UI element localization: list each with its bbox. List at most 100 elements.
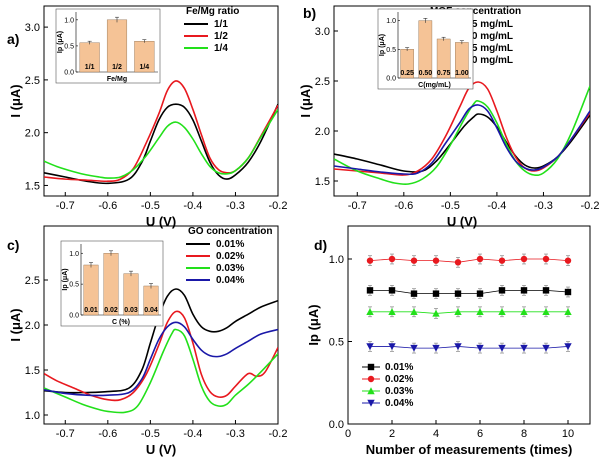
- legend-label: 0.01%: [216, 239, 244, 250]
- y-tick-label: 2.0: [315, 126, 330, 138]
- panel-d: 0 2 4 6 8 10 0.0 0.5 1.0 Number of measurements (…: [306, 225, 591, 457]
- inset-bar-label: 1.00: [455, 70, 469, 77]
- marker-square: [367, 363, 375, 371]
- legend-label: 0.50 mg/mL: [458, 31, 513, 42]
- legend-label: 0.75 mg/mL: [458, 43, 513, 54]
- marker-circle: [454, 259, 462, 266]
- y-tick-label: 1.5: [25, 365, 40, 377]
- marker-triangle-up: [388, 308, 396, 315]
- panel-label: b): [303, 5, 316, 21]
- inset-y-title: Ip (μA): [57, 31, 64, 53]
- x-tick-label: 0: [345, 428, 351, 440]
- y-tick-label: 1.0: [25, 410, 40, 422]
- marker-square: [564, 288, 572, 296]
- inset-y-tick-label: 0.5: [64, 43, 74, 50]
- y-tick-label: 1.5: [315, 176, 330, 188]
- marker-square: [520, 287, 528, 294]
- legend-label: 0.04%: [385, 398, 413, 409]
- inset-y-title: Ip (μA): [62, 268, 69, 290]
- y-tick-label: 3.0: [315, 26, 330, 38]
- marker-circle: [432, 257, 440, 264]
- panel-label: d): [314, 237, 327, 253]
- inset-bar-label: 0.03: [124, 307, 138, 314]
- marker-triangle-up: [542, 308, 550, 315]
- x-tick-label: 10: [562, 428, 574, 440]
- y-axis-title: I (μA): [8, 84, 23, 117]
- series-line-0-25-mg-mL: [334, 113, 590, 173]
- y-axis-title: Ip (μA): [306, 304, 321, 345]
- inset-bar-label: 1/1: [85, 64, 95, 71]
- x-axis-title: Number of measurements (times): [366, 442, 573, 457]
- y-tick-label: 2.5: [25, 275, 40, 287]
- x-tick-label: 4: [433, 428, 439, 440]
- legend-label: 0.25 mg/mL: [458, 19, 513, 30]
- legend-label: 1.00 mg/mL: [458, 55, 513, 66]
- x-tick-label: 8: [521, 428, 527, 440]
- x-axis-title: U (V): [447, 214, 477, 229]
- legend-title: MOF concentration: [430, 6, 521, 17]
- marker-circle: [564, 257, 572, 264]
- inset-x-title: C(mg/mL): [418, 82, 451, 89]
- marker-triangle-down: [520, 344, 528, 352]
- marker-circle: [367, 375, 375, 383]
- marker-triangle-down: [476, 344, 484, 352]
- y-tick-label: 1.5: [25, 180, 40, 192]
- marker-circle: [498, 257, 506, 264]
- marker-circle: [520, 255, 528, 263]
- series-line-0-50-mg-mL: [334, 81, 590, 176]
- inset-bar-label: 0.75: [437, 70, 451, 77]
- plot-frame: [333, 5, 591, 197]
- x-axis-title: U (V): [146, 442, 176, 457]
- x-tick-label: -0.6: [394, 200, 413, 212]
- x-tick-label: -0.5: [141, 200, 160, 212]
- marker-triangle-down: [388, 343, 396, 351]
- y-axis-title: I (μA): [298, 84, 313, 117]
- marker-circle: [388, 255, 396, 263]
- legend-label: 1/4: [214, 43, 228, 54]
- legend-label: 0.03%: [385, 386, 413, 397]
- x-axis-title: U (V): [146, 214, 176, 229]
- inset-y-tick-label: 1.0: [386, 18, 396, 25]
- inset-bar-chart: 0.0 0.5 1.0 1/1 1/2 1/4 Fe/Mg Ip (μA): [55, 8, 161, 84]
- marker-triangle-up: [366, 308, 374, 315]
- series-0-03-: [366, 306, 572, 319]
- marker-triangle-down: [367, 399, 375, 407]
- inset-y-title: Ip (μA): [379, 34, 386, 56]
- inset-y-tick-label: 0.5: [386, 47, 396, 54]
- marker-triangle-down: [454, 343, 462, 351]
- marker-triangle-up: [454, 308, 462, 315]
- series-line: [369, 258, 569, 263]
- series-line-0-04-: [44, 321, 278, 397]
- marker-square: [366, 287, 374, 294]
- inset-bar-label: 1/4: [139, 64, 149, 71]
- y-axis-title: I (μA): [8, 308, 23, 341]
- legend-label: 0.02%: [385, 374, 413, 385]
- panel-c: -0.7 -0.6 -0.5 -0.4 -0.3 -0.2 1.0 1.5 2.0 2.5 U (V…: [7, 225, 288, 457]
- y-tick-label: 0.5: [329, 337, 344, 349]
- marker-triangle-down: [498, 344, 506, 352]
- inset-bar-label: 0.04: [144, 307, 158, 314]
- inset-y-tick-label: 1.0: [69, 251, 79, 258]
- legend-title: Fe/Mg ratio: [186, 6, 239, 17]
- marker-triangle-up: [367, 387, 375, 395]
- y-tick-label: 2.0: [25, 128, 40, 140]
- x-tick-label: -0.5: [141, 428, 160, 440]
- inset-bar-chart: 0.0 0.5 1.0 0.01 0.02 0.03 0.04 C (%) Ip (μA): [60, 240, 164, 327]
- series-line-0-01-: [44, 288, 278, 394]
- y-tick-label: 1.0: [329, 254, 344, 266]
- series-line-1-2: [44, 80, 278, 183]
- marker-triangle-down: [410, 344, 418, 352]
- x-tick-label: -0.3: [534, 200, 553, 212]
- marker-circle: [366, 257, 374, 264]
- marker-triangle-up: [432, 309, 440, 317]
- x-tick-label: -0.2: [581, 200, 600, 212]
- inset-y-tick-label: 0.0: [69, 313, 79, 320]
- legend-label: 1/1: [214, 19, 228, 30]
- legend-label: 1/2: [214, 31, 228, 42]
- marker-circle: [542, 255, 550, 263]
- series-line-1-1: [44, 103, 278, 185]
- series-0-01-: [366, 285, 572, 299]
- x-tick-label: -0.2: [269, 428, 288, 440]
- series-0-02-: [366, 253, 572, 268]
- x-tick-label: -0.2: [269, 200, 288, 212]
